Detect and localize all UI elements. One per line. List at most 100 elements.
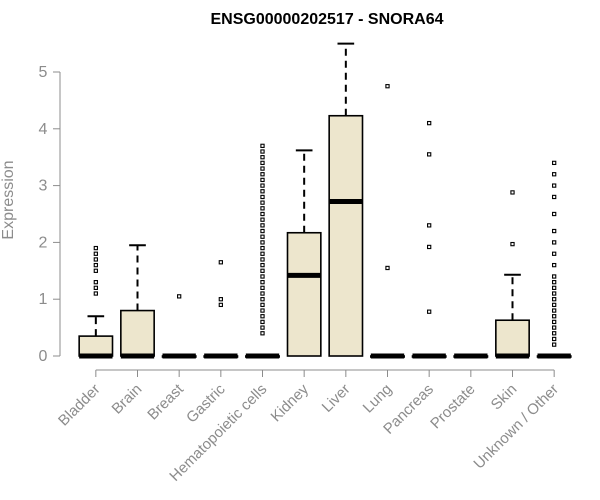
outlier-point — [260, 183, 265, 188]
y-tick-label: 4 — [39, 121, 48, 138]
outlier-point — [510, 190, 515, 195]
outlier-point — [260, 211, 265, 217]
outlier-point — [93, 257, 98, 262]
outlier-point — [260, 280, 265, 285]
x-tick-label-skin: Skin — [488, 381, 521, 414]
x-tick-label-lung: Lung — [360, 381, 396, 417]
outlier-point — [552, 280, 557, 285]
outlier-point — [552, 336, 557, 342]
outlier-point — [260, 217, 265, 222]
outlier-point — [552, 285, 557, 290]
box-kidney — [286, 149, 322, 357]
outlier-point — [260, 274, 265, 279]
chart-title: ENSG00000202517 - SNORA64 — [210, 11, 443, 28]
outlier-point — [260, 172, 265, 177]
box-prostate — [453, 353, 489, 359]
outlier-point — [260, 302, 265, 308]
outlier-point — [93, 291, 98, 296]
outlier-point — [260, 251, 265, 256]
box-gastric — [203, 260, 239, 359]
outlier-point — [260, 262, 265, 268]
outlier-point — [552, 251, 557, 256]
outlier-point — [427, 223, 432, 228]
outlier-point — [93, 262, 98, 268]
x-tick-label-breast: Breast — [144, 380, 187, 423]
y-axis: 0 1 2 3 4 5 — [39, 64, 61, 365]
outlier-point — [260, 319, 265, 325]
outlier-point — [427, 309, 432, 314]
box-brain — [120, 244, 155, 359]
outlier-point — [93, 280, 98, 285]
x-tick-label-kidney: Kidney — [268, 380, 313, 425]
box-rect — [120, 309, 155, 357]
outlier-point — [552, 262, 557, 268]
outlier-point — [177, 294, 182, 299]
x-tick-label-bladder: Bladder — [55, 381, 104, 430]
outlier-point — [93, 285, 98, 290]
outlier-point — [552, 274, 557, 279]
outlier-point — [260, 206, 265, 211]
outlier-point — [260, 155, 265, 160]
box-unknown-other — [536, 160, 572, 359]
outlier-point — [260, 234, 265, 239]
outlier-point — [260, 325, 265, 330]
outlier-point — [552, 319, 557, 325]
outlier-point — [552, 240, 557, 245]
outlier-point — [260, 257, 265, 262]
outlier-point — [427, 120, 432, 126]
outlier-point — [552, 314, 557, 319]
outlier-point — [260, 143, 265, 148]
outlier-point — [427, 152, 432, 157]
outlier-point — [260, 166, 265, 171]
outlier-point — [552, 194, 557, 200]
outlier-point — [260, 189, 265, 194]
box-lung — [370, 84, 405, 359]
outlier-point — [260, 194, 265, 200]
outlier-point — [260, 297, 265, 302]
x-tick-label-liver: Liver — [319, 381, 354, 416]
box-breast — [161, 294, 197, 359]
outlier-point — [427, 244, 432, 250]
outlier-point — [218, 297, 223, 302]
box-pancreas — [411, 120, 447, 359]
box-liver — [328, 42, 364, 357]
outlier-point — [260, 291, 265, 296]
box-rect — [328, 114, 364, 357]
box-rect — [78, 335, 114, 357]
outlier-point — [552, 183, 557, 188]
outlier-point — [552, 211, 557, 217]
box-hematopoietic-cells — [245, 143, 280, 359]
box-rect — [495, 319, 530, 357]
outlier-point — [552, 297, 557, 302]
outlier-point — [552, 325, 557, 330]
outlier-point — [260, 177, 265, 183]
outlier-point — [552, 172, 557, 177]
outlier-point — [260, 228, 265, 234]
outlier-point — [93, 268, 98, 273]
y-tick-label: 0 — [39, 348, 48, 365]
x-tick-label-brain: Brain — [109, 381, 146, 418]
y-tick-label: 5 — [39, 64, 48, 81]
outlier-point — [385, 265, 390, 271]
outlier-point — [260, 314, 265, 319]
outlier-point — [260, 160, 265, 166]
outlier-point — [260, 285, 265, 290]
outlier-point — [93, 251, 98, 256]
box-skin — [495, 190, 530, 359]
outlier-point — [218, 302, 223, 308]
outlier-point — [552, 342, 557, 347]
outlier-point — [260, 240, 265, 245]
outlier-point — [260, 200, 265, 205]
outlier-point — [260, 149, 265, 154]
outlier-point — [260, 308, 265, 313]
outlier-point — [552, 291, 557, 296]
outlier-point — [385, 84, 390, 89]
y-tick-label: 3 — [39, 178, 48, 195]
box-rect — [286, 231, 322, 357]
y-tick-label: 1 — [39, 291, 48, 308]
outlier-point — [552, 302, 557, 308]
x-tick-label-prostate: Prostate — [427, 381, 479, 433]
boxes — [78, 42, 572, 359]
